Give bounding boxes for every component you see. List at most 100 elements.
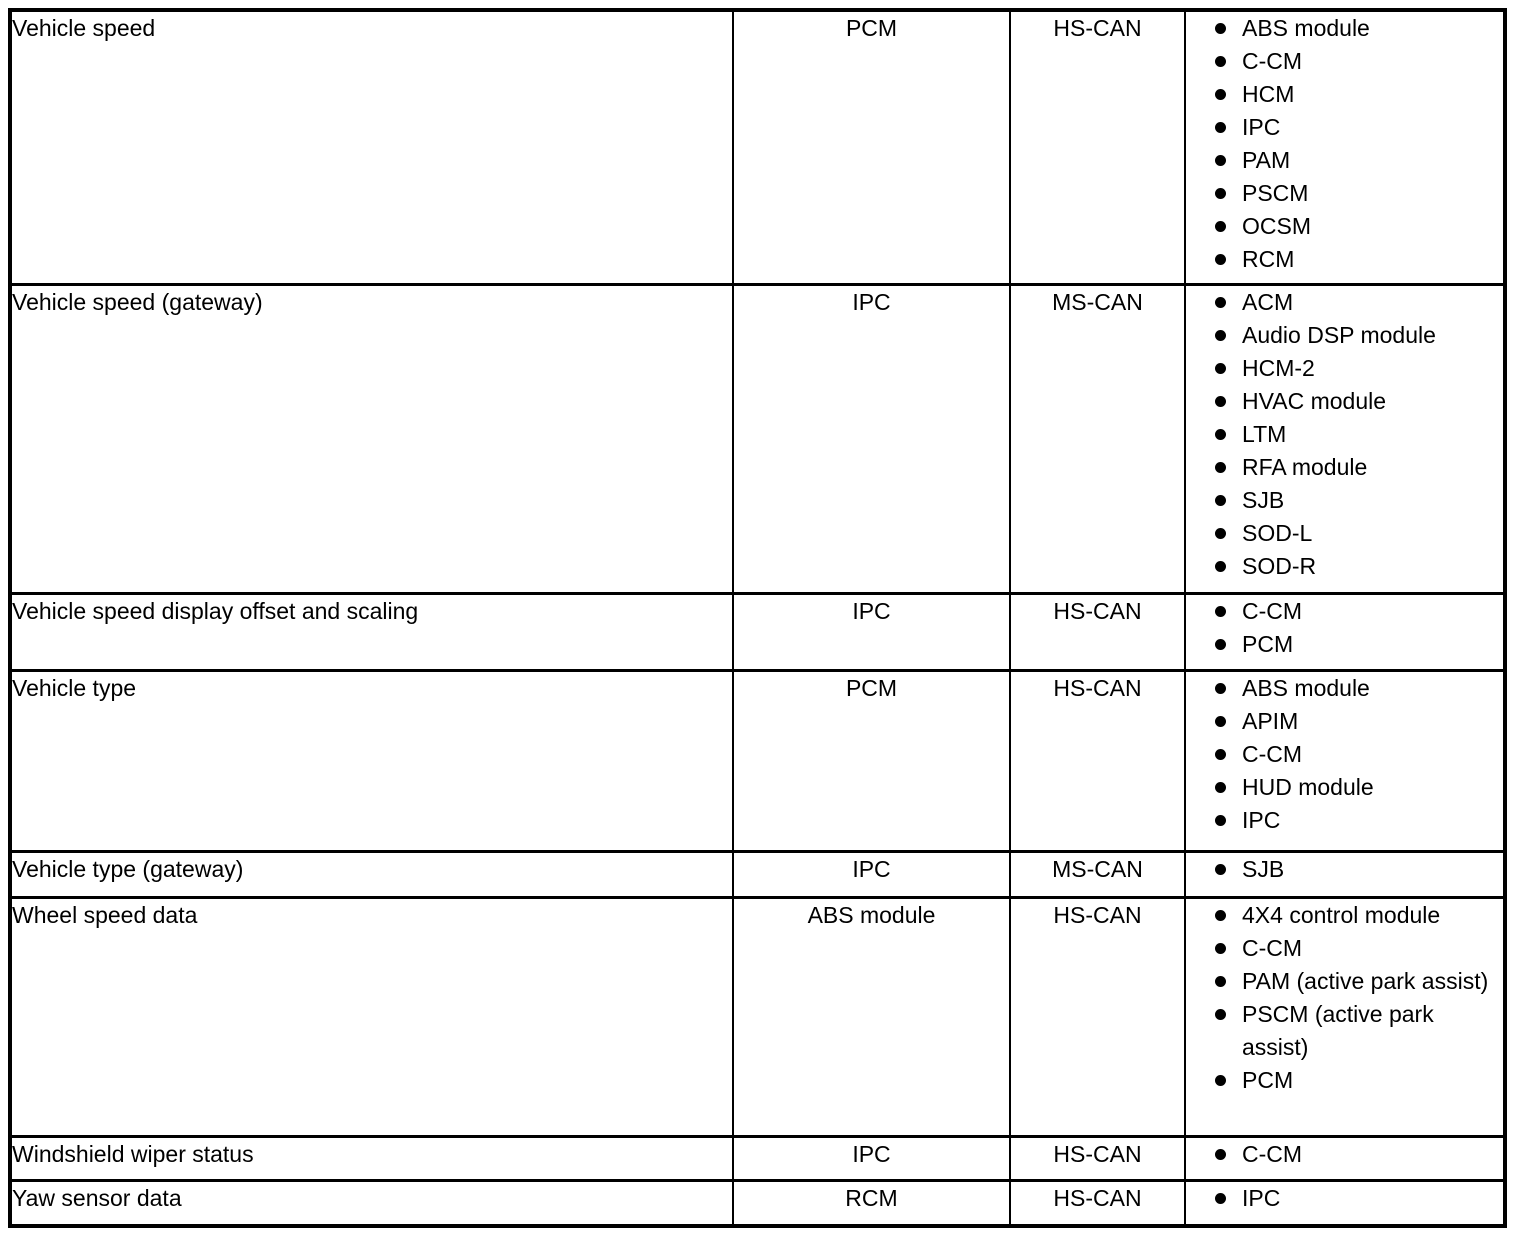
network-cell: HS-CAN [1009,1179,1186,1228]
message-cell: Vehicle type (gateway) [9,850,734,899]
bullet-icon [1215,606,1226,617]
receiver-item: OCSM [1186,210,1503,243]
receiving-modules-cell: IPC [1184,1179,1506,1228]
receiver-label: HVAC module [1242,388,1387,414]
bullet-icon [1215,716,1226,727]
receiver-list: C-CM [1186,1138,1503,1171]
receiver-label: Audio DSP module [1242,322,1436,348]
bullet-icon [1215,976,1226,987]
receiver-label: IPC [1242,114,1281,140]
receiver-label: SJB [1242,856,1285,882]
originating-module-cell: PCM [732,8,1011,286]
receiver-item: SOD-L [1186,517,1503,550]
table-row: Vehicle type (gateway) IPC MS-CAN SJB [9,850,1506,899]
receiver-label: APIM [1242,708,1299,734]
receiver-item: PCM [1186,628,1503,661]
bullet-icon [1215,56,1226,67]
receiver-item: 4X4 control module [1186,899,1503,932]
bullet-icon [1215,683,1226,694]
bullet-icon [1215,89,1226,100]
receiver-item: C-CM [1186,595,1503,628]
bullet-icon [1215,943,1226,954]
network-cell: HS-CAN [1009,669,1186,853]
bullet-icon [1215,330,1226,341]
receiver-label: C-CM [1242,935,1303,961]
receiver-list: C-CM PCM [1186,595,1503,661]
receiver-list: IPC [1186,1182,1503,1215]
receiver-label: PCM [1242,1067,1294,1093]
bullet-icon [1215,910,1226,921]
receiving-modules-cell: ABS module C-CM HCM IPC PAM PSCM OCSM RCM [1184,8,1506,286]
receiver-item: ABS module [1186,12,1503,45]
receiver-item: HCM-2 [1186,352,1503,385]
receiver-list: SJB [1186,853,1503,886]
receiver-item: C-CM [1186,45,1503,78]
receiver-item: PAM [1186,144,1503,177]
receiver-list: ABS module C-CM HCM IPC PAM PSCM OCSM RCM [1186,12,1503,276]
receiver-label: PSCM (active park assist) [1242,1001,1434,1060]
originating-module-cell: ABS module [732,896,1011,1138]
bullet-icon [1215,815,1226,826]
message-cell: Windshield wiper status [9,1135,734,1182]
receiver-label: ABS module [1242,675,1370,701]
receiving-modules-cell: SJB [1184,850,1506,899]
receiver-label: HCM-2 [1242,355,1315,381]
receiver-label: HUD module [1242,774,1374,800]
receiver-item: SOD-R [1186,550,1503,583]
receiver-label: C-CM [1242,48,1303,74]
message-cell: Vehicle speed display offset and scaling [9,592,734,672]
bullet-icon [1215,297,1226,308]
receiver-item: Audio DSP module [1186,319,1503,352]
bullet-icon [1215,528,1226,539]
bullet-icon [1215,1149,1226,1160]
receiver-list: 4X4 control module C-CM PAM (active park a… [1186,899,1503,1097]
message-cell: Vehicle type [9,669,734,853]
bullet-icon [1215,639,1226,650]
receiving-modules-cell: 4X4 control module C-CM PAM (active park a… [1184,896,1506,1138]
bullet-icon [1215,396,1226,407]
originating-module-cell: IPC [732,283,1011,595]
receiver-item: SJB [1186,853,1503,886]
table-row: Vehicle speed display offset and scaling… [9,592,1506,672]
bullet-icon [1215,495,1226,506]
receiver-item: IPC [1186,1182,1503,1215]
bullet-icon [1215,561,1226,572]
originating-module-cell: RCM [732,1179,1011,1228]
bullet-icon [1215,782,1226,793]
receiver-label: C-CM [1242,598,1303,624]
receiver-item: C-CM [1186,738,1503,771]
receiver-label: SOD-R [1242,553,1317,579]
receiver-list: ACM Audio DSP module HCM-2 HVAC module LTM RF… [1186,286,1503,583]
receiver-item: C-CM [1186,1138,1503,1171]
network-cell: MS-CAN [1009,850,1186,899]
receiver-label: PAM [1242,147,1291,173]
receiver-label: RFA module [1242,454,1368,480]
table-row: Yaw sensor data RCM HS-CAN IPC [9,1179,1506,1228]
receiving-modules-cell: ABS module APIM C-CM HUD module IPC [1184,669,1506,853]
table-row: Vehicle speed (gateway) IPC MS-CAN ACM Au… [9,283,1506,595]
receiver-item: IPC [1186,111,1503,144]
network-cell: MS-CAN [1009,283,1186,595]
bullet-icon [1215,1075,1226,1086]
network-cell: HS-CAN [1009,896,1186,1138]
bullet-icon [1215,864,1226,875]
receiver-item: RFA module [1186,451,1503,484]
receiver-item: ABS module [1186,672,1503,705]
receiver-label: LTM [1242,421,1287,447]
receiver-item: APIM [1186,705,1503,738]
receiver-item: LTM [1186,418,1503,451]
table-row: Wheel speed data ABS module HS-CAN 4X4 c… [9,896,1506,1138]
receiver-label: OCSM [1242,213,1311,239]
receiver-item: HVAC module [1186,385,1503,418]
table-row: Vehicle type PCM HS-CAN ABS module APIM C-… [9,669,1506,853]
receiver-label: 4X4 control module [1242,902,1441,928]
bullet-icon [1215,749,1226,760]
bullet-icon [1215,462,1226,473]
originating-module-cell: PCM [732,669,1011,853]
bullet-icon [1215,254,1226,265]
bullet-icon [1215,188,1226,199]
message-cell: Vehicle speed [9,8,734,286]
table-row: Vehicle speed PCM HS-CAN ABS module C-CM H… [9,8,1506,286]
receiver-label: IPC [1242,807,1281,833]
